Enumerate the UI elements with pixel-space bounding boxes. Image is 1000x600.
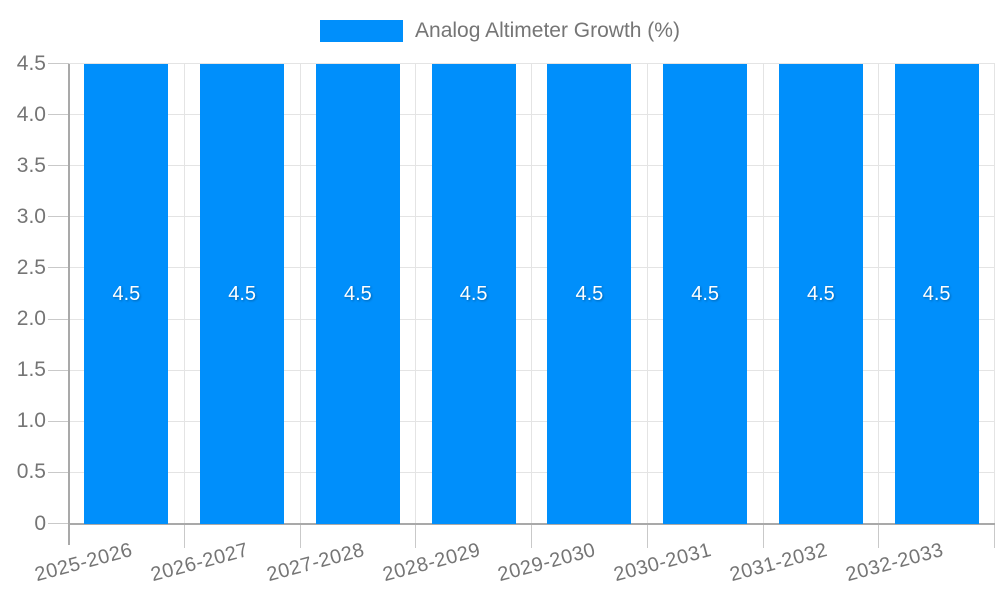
x-gridline [299, 63, 301, 524]
y-axis-tick [47, 267, 69, 269]
bar[interactable]: 4.5 [778, 63, 863, 524]
legend-swatch [320, 20, 404, 42]
x-axis-tick [646, 523, 648, 548]
y-axis-tick-label: 3.5 [16, 153, 46, 177]
bar[interactable]: 4.5 [200, 63, 285, 524]
x-gridline [646, 63, 648, 524]
y-axis-tick [47, 471, 69, 473]
bar-value-label: 4.5 [922, 282, 951, 305]
x-axis-tick [531, 523, 532, 548]
y-axis-tick-label: 4.5 [16, 51, 46, 75]
bar-value-label: 4.5 [459, 282, 488, 305]
x-gridline [415, 63, 417, 524]
bar-value-label: 4.5 [343, 282, 372, 305]
bar-value-label: 4.5 [575, 282, 604, 305]
y-axis-tick [47, 63, 69, 64]
bar[interactable]: 4.5 [547, 63, 632, 524]
y-axis-tick-label: 1.5 [16, 358, 46, 382]
legend-label: Analog Altimeter Growth (%) [415, 19, 680, 42]
x-gridline [878, 63, 880, 524]
bar[interactable]: 4.5 [315, 63, 400, 524]
y-axis-tick-label: 1.0 [16, 409, 46, 433]
y-axis-line [67, 63, 70, 545]
legend[interactable]: Analog Altimeter Growth (%) [0, 17, 1000, 45]
bar[interactable]: 4.5 [84, 63, 169, 524]
y-axis-tick [47, 165, 69, 167]
bar-value-label: 4.5 [806, 282, 835, 305]
x-gridline [183, 63, 185, 524]
x-axis-tick [299, 523, 301, 548]
x-axis-tick [762, 523, 764, 548]
x-axis-tick [415, 523, 417, 548]
y-axis-tick [47, 369, 69, 371]
y-axis-tick-label: 0 [34, 511, 46, 535]
y-axis-tick [47, 420, 69, 422]
x-axis-tick [183, 523, 185, 548]
x-axis-line [68, 522, 995, 525]
y-axis-tick [47, 216, 69, 218]
bar[interactable]: 4.5 [894, 63, 979, 524]
x-axis-tick [878, 523, 880, 548]
x-gridline [994, 63, 995, 524]
y-axis-tick-label: 3.0 [16, 204, 46, 228]
bar-value-label: 4.5 [112, 282, 141, 305]
y-axis-tick [47, 523, 69, 524]
y-axis-tick-label: 4.0 [16, 102, 46, 126]
y-axis-tick-label: 2.0 [16, 307, 46, 331]
x-gridline [531, 63, 532, 524]
bar[interactable]: 4.5 [663, 63, 748, 524]
x-axis-tick [994, 523, 995, 548]
bar[interactable]: 4.5 [431, 63, 516, 524]
x-gridline [762, 63, 764, 524]
y-axis-tick-label: 0.5 [16, 460, 46, 484]
y-axis-tick [47, 114, 69, 116]
bar-value-label: 4.5 [228, 282, 257, 305]
y-axis-tick [47, 318, 69, 320]
bar-value-label: 4.5 [691, 282, 720, 305]
y-axis-tick-label: 2.5 [16, 255, 46, 279]
